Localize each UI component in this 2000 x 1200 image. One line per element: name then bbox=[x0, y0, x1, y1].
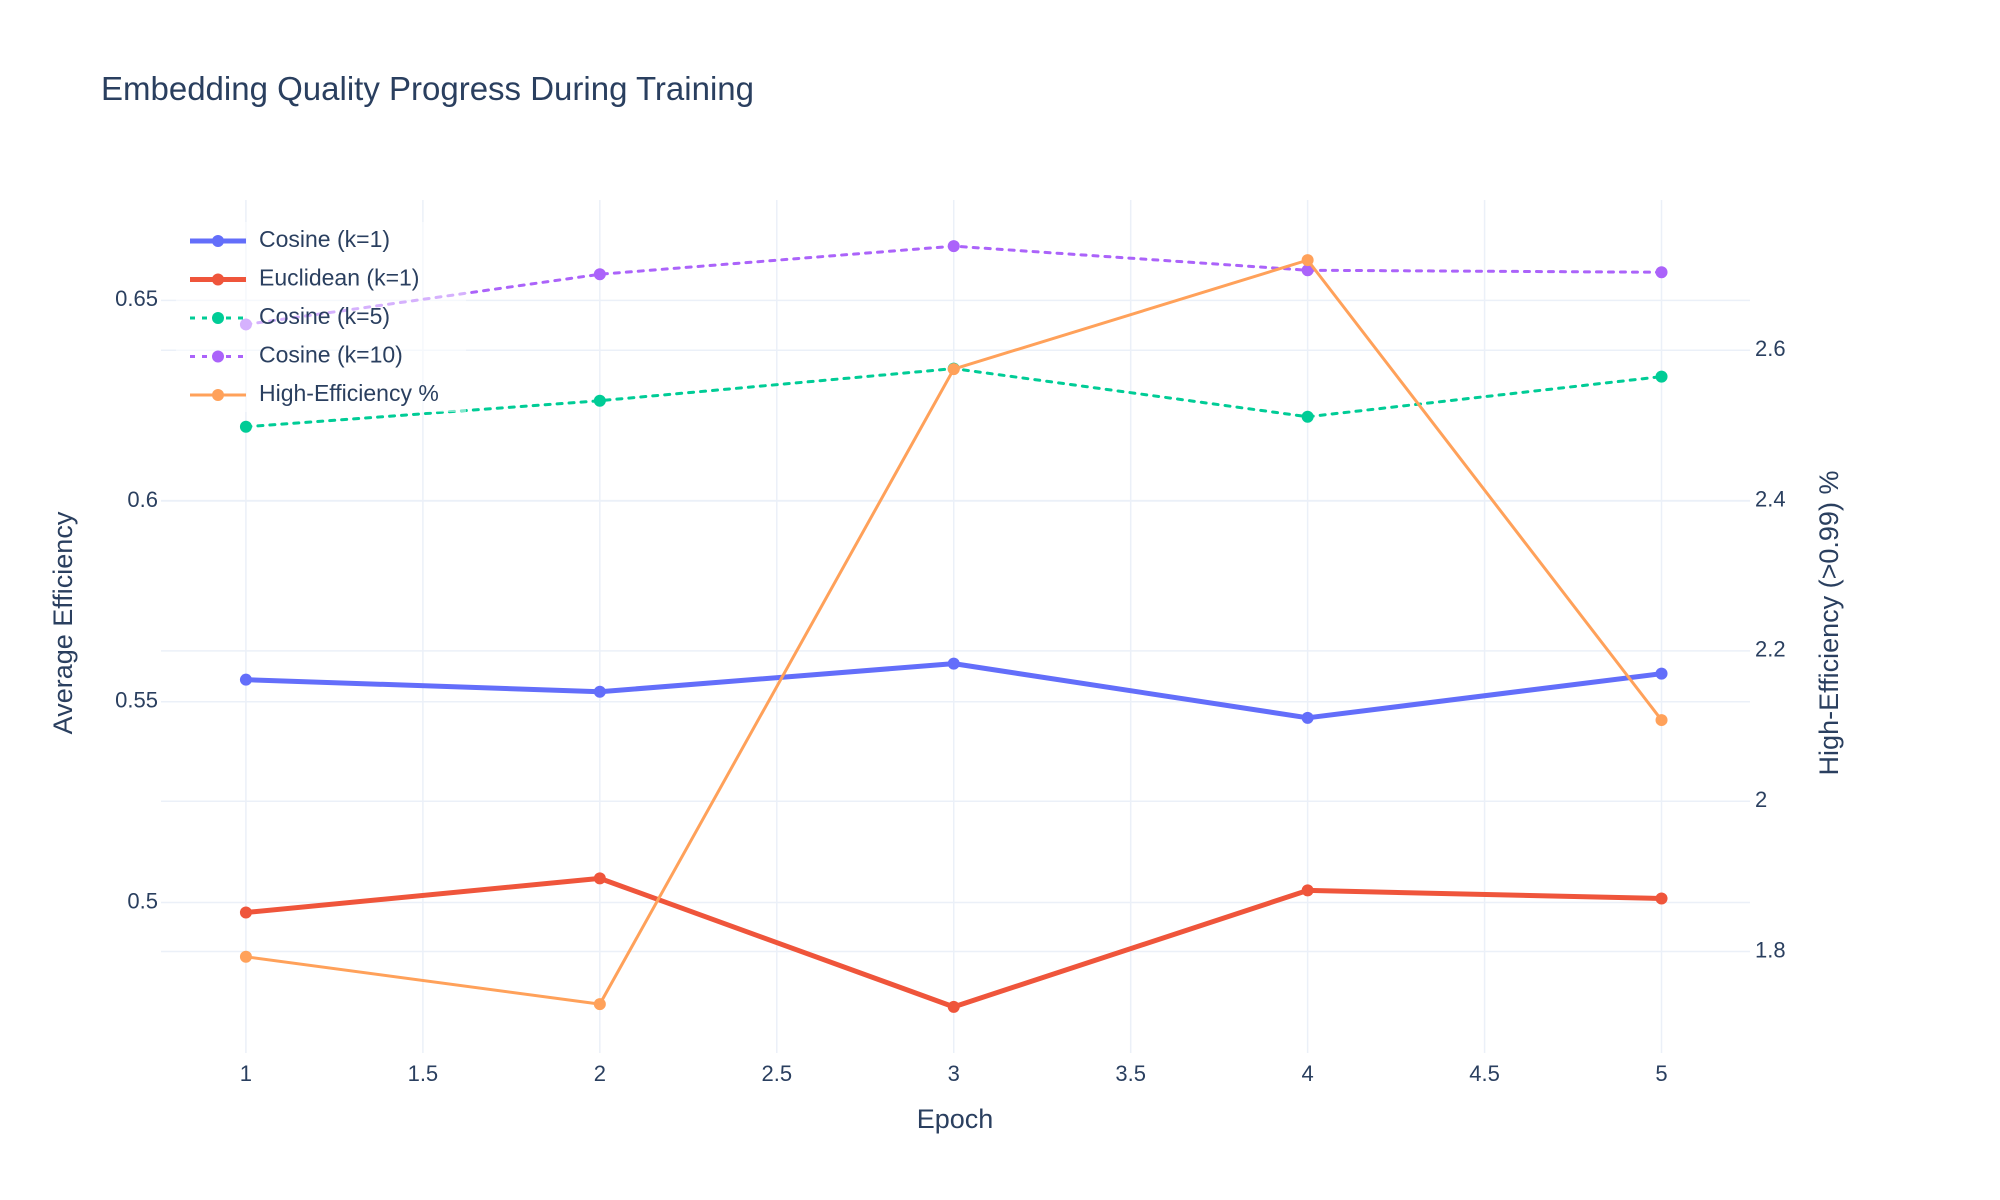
data-point bbox=[1655, 714, 1668, 727]
legend-label: Cosine (k=1) bbox=[259, 226, 390, 252]
x-tick-label: 4 bbox=[1302, 1061, 1314, 1086]
legend: Cosine (k=1) Euclidean (k=1) Cosine (k=5) C… bbox=[176, 222, 466, 412]
data-point bbox=[1655, 370, 1668, 383]
x-tick-label: 1.5 bbox=[408, 1061, 439, 1086]
y-axis-title: Average Efficiency bbox=[48, 511, 78, 734]
legend-marker bbox=[212, 235, 224, 247]
data-point bbox=[947, 657, 960, 670]
legend-label: Cosine (k=10) bbox=[259, 342, 403, 368]
y2-tick-label: 2.4 bbox=[1755, 486, 1786, 511]
y2-tick-label: 2.2 bbox=[1755, 637, 1786, 662]
data-point bbox=[1301, 711, 1314, 724]
legend-marker bbox=[212, 389, 224, 401]
x-tick-label: 2.5 bbox=[761, 1061, 792, 1086]
legend-item[interactable]: Cosine (k=1) bbox=[190, 226, 390, 252]
x-tick-label: 5 bbox=[1655, 1061, 1667, 1086]
y-tick-label: 0.5 bbox=[127, 888, 158, 913]
data-point bbox=[1301, 264, 1314, 277]
legend-item[interactable]: Cosine (k=5) bbox=[190, 303, 390, 329]
legend-item[interactable]: High-Efficiency % bbox=[190, 380, 439, 406]
legend-marker bbox=[212, 350, 224, 363]
y2-tick-label: 2 bbox=[1755, 787, 1767, 812]
y2-axis-title: High-Efficiency (>0.99) % bbox=[1814, 471, 1844, 776]
data-point bbox=[1301, 410, 1314, 423]
series-layer bbox=[239, 240, 1668, 1013]
grid bbox=[161, 200, 1750, 1053]
data-point bbox=[593, 998, 606, 1011]
tick-labels: 1 1.5 2 2.5 3 3.5 4 4.5 5 0.5 0.55 0.6 0.65 1.8 2 2.2 2.… bbox=[115, 286, 1785, 1086]
data-point bbox=[239, 906, 252, 919]
x-tick-label: 2 bbox=[594, 1061, 606, 1086]
legend-label: High-Efficiency % bbox=[259, 380, 439, 406]
series-4 bbox=[239, 254, 1668, 1011]
y2-tick-label: 2.6 bbox=[1755, 336, 1786, 361]
legend-label: Cosine (k=5) bbox=[259, 303, 390, 329]
data-point bbox=[593, 685, 606, 698]
series-1 bbox=[239, 872, 1668, 1013]
y-tick-label: 0.65 bbox=[115, 286, 158, 311]
data-point bbox=[239, 673, 252, 686]
y-tick-label: 0.55 bbox=[115, 688, 158, 713]
y2-tick-label: 1.8 bbox=[1755, 937, 1786, 962]
data-point bbox=[1655, 892, 1668, 905]
data-point bbox=[1655, 667, 1668, 680]
data-point bbox=[593, 394, 606, 407]
legend-item[interactable]: Euclidean (k=1) bbox=[190, 265, 419, 291]
legend-label: Euclidean (k=1) bbox=[259, 265, 419, 291]
legend-item[interactable]: Cosine (k=10) bbox=[190, 342, 403, 368]
data-point bbox=[947, 363, 960, 376]
data-point bbox=[947, 240, 960, 253]
data-point bbox=[239, 420, 252, 433]
x-tick-label: 3 bbox=[948, 1061, 960, 1086]
y-tick-label: 0.6 bbox=[127, 487, 158, 512]
x-tick-label: 3.5 bbox=[1115, 1061, 1146, 1086]
data-point bbox=[1301, 254, 1314, 267]
data-point bbox=[239, 950, 252, 963]
legend-background bbox=[176, 222, 466, 412]
data-point bbox=[593, 872, 606, 885]
series-0 bbox=[239, 657, 1668, 724]
x-tick-label: 1 bbox=[240, 1061, 252, 1086]
chart-title: Embedding Quality Progress During Traini… bbox=[101, 70, 754, 107]
data-point bbox=[947, 1000, 960, 1013]
data-point bbox=[593, 268, 606, 281]
data-point bbox=[1301, 884, 1314, 897]
data-point bbox=[1655, 266, 1668, 279]
legend-marker bbox=[212, 312, 224, 324]
legend-marker bbox=[212, 273, 224, 286]
x-tick-label: 4.5 bbox=[1469, 1061, 1500, 1086]
x-axis-title: Epoch bbox=[917, 1104, 994, 1134]
